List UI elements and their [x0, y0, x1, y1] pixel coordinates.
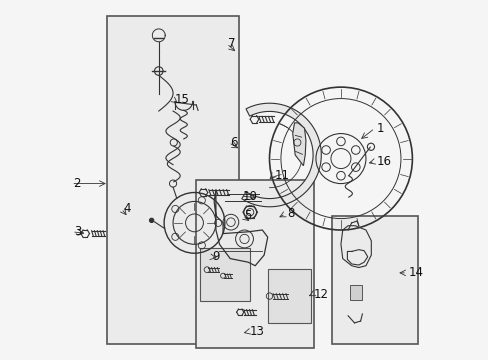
Bar	[200, 248, 249, 301]
Bar	[267, 269, 310, 323]
Text: 5: 5	[244, 209, 251, 222]
Bar	[349, 285, 362, 300]
Polygon shape	[292, 123, 305, 166]
Text: 15: 15	[175, 93, 189, 106]
Bar	[196, 180, 313, 348]
Text: 1: 1	[376, 122, 384, 135]
Text: 14: 14	[408, 266, 423, 279]
Text: 16: 16	[376, 155, 391, 168]
Polygon shape	[241, 103, 321, 207]
Text: 6: 6	[230, 136, 237, 149]
Bar	[331, 216, 417, 344]
Text: 10: 10	[242, 190, 257, 203]
Text: 9: 9	[212, 250, 220, 263]
Text: 8: 8	[287, 207, 294, 220]
Text: 2: 2	[73, 177, 81, 190]
Text: 7: 7	[228, 37, 235, 50]
Text: 3: 3	[74, 225, 81, 238]
Circle shape	[149, 218, 153, 222]
Text: 11: 11	[274, 169, 289, 182]
Text: 12: 12	[313, 288, 328, 301]
Bar	[107, 16, 239, 344]
Text: 13: 13	[249, 325, 264, 338]
Text: 4: 4	[123, 202, 130, 215]
